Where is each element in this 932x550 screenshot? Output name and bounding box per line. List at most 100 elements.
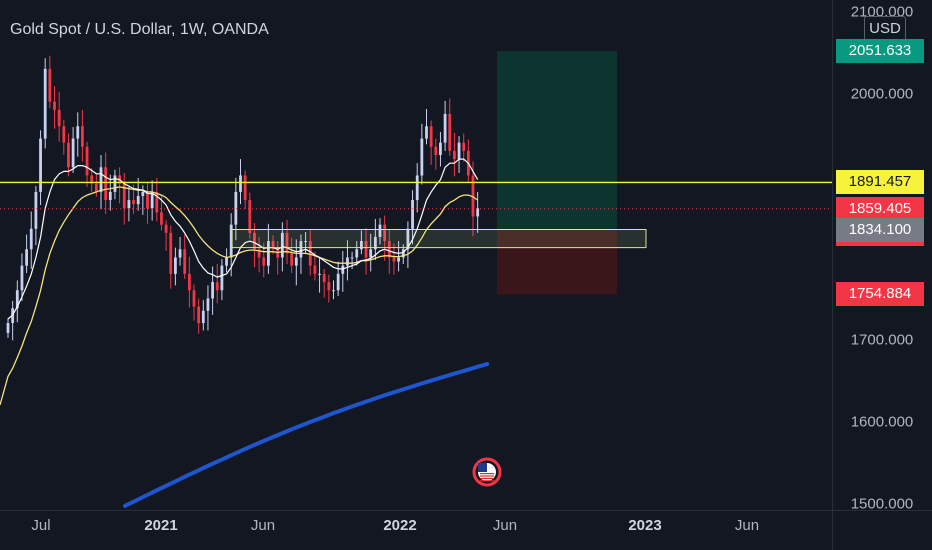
candle-body: [373, 236, 377, 250]
candle-body: [322, 273, 326, 283]
candle-body: [197, 306, 201, 324]
candle-body: [257, 249, 261, 258]
candle-body: [243, 175, 247, 201]
flag-stripe: [480, 473, 494, 475]
candle-body: [248, 200, 252, 233]
candle-body: [48, 68, 52, 102]
candle-body: [53, 101, 56, 110]
candle-body: [29, 228, 33, 250]
candle-body: [85, 146, 89, 176]
support-zone: [231, 229, 647, 249]
candle-body: [267, 241, 270, 266]
candle-body: [234, 191, 238, 225]
candle-body: [169, 232, 173, 274]
position-zones: [497, 51, 617, 295]
price-badge: 1834.100: [836, 217, 924, 242]
price-badge: 1859.405: [836, 196, 924, 221]
candle-body: [43, 68, 47, 139]
candle-body: [299, 241, 303, 258]
candle-body: [206, 298, 210, 311]
candle-body: [104, 167, 108, 201]
candle-body: [397, 257, 400, 262]
time-tick-label: Jul: [31, 517, 50, 534]
candle-body: [211, 282, 214, 299]
candle-body: [364, 241, 368, 258]
candle-body: [239, 175, 242, 192]
time-tick-label: Jun: [735, 517, 759, 534]
candle-body: [136, 195, 140, 205]
price-tick-label: 1600.000: [851, 413, 914, 430]
candle-body: [220, 265, 224, 291]
candle-body: [271, 241, 275, 250]
price-badge: 1754.884: [836, 282, 924, 307]
candle-body: [108, 191, 112, 201]
long-ma-line: [123, 362, 489, 508]
candle-body: [294, 257, 298, 266]
candle-body: [355, 249, 359, 258]
candle-body: [439, 142, 442, 155]
candle-body: [420, 138, 424, 176]
time-tick-label: 2023: [628, 517, 661, 534]
candle-body: [332, 290, 335, 292]
price-tick-label: 1700.000: [851, 331, 914, 348]
candle-body: [57, 109, 61, 127]
candle-body: [443, 113, 447, 143]
candle-body: [471, 175, 475, 217]
moving-averages: [0, 158, 489, 508]
candle-body: [141, 191, 145, 196]
candlesticks: [6, 55, 480, 341]
flag-canton: [478, 463, 487, 472]
candle-body: [174, 257, 177, 274]
candle-body: [308, 241, 312, 266]
candle-body: [341, 265, 345, 274]
candle-body: [285, 232, 289, 254]
candle-body: [192, 290, 196, 307]
candle-body: [62, 126, 66, 143]
price-tick-label: 2000.000: [851, 85, 914, 102]
candle-body: [429, 126, 433, 147]
candle-body: [6, 323, 10, 333]
candle-body: [90, 175, 94, 184]
candle-body: [369, 249, 373, 258]
candle-body: [160, 212, 163, 225]
candle-body: [462, 142, 466, 151]
candle-body: [178, 249, 182, 258]
candle-body: [225, 257, 228, 266]
candle-body: [313, 265, 317, 274]
candle-body: [146, 191, 149, 209]
candle-body: [304, 241, 307, 243]
candle-body: [401, 249, 405, 258]
time-axis[interactable]: Jul 2021 Jun 2022 Jun 2023 Jun: [31, 517, 759, 534]
candle-body: [20, 265, 24, 291]
candle-body: [425, 126, 428, 139]
candle-body: [336, 273, 340, 291]
flag-stripe: [480, 477, 494, 479]
economic-event-marker[interactable]: [472, 457, 502, 487]
candle-body: [346, 257, 349, 266]
candle-body: [34, 191, 38, 229]
candle-body: [76, 126, 80, 139]
candle-body: [127, 200, 131, 209]
candle-body: [81, 126, 84, 147]
candle-body: [253, 232, 256, 250]
candle-body: [122, 183, 126, 209]
candle-body: [360, 241, 363, 250]
candle-body: [392, 257, 396, 262]
currency-button[interactable]: USD: [864, 16, 906, 42]
price-badge: 2051.633: [836, 39, 924, 64]
candle-body: [280, 232, 284, 258]
candle-body: [434, 146, 438, 155]
candle-body: [415, 175, 419, 201]
flag-stripe: [480, 475, 494, 477]
candle-body: [187, 273, 191, 291]
time-tick-label: 2021: [144, 517, 177, 534]
candle-body: [25, 249, 28, 266]
candle-body: [15, 290, 19, 309]
candle-body: [406, 228, 410, 250]
candle-body: [229, 224, 233, 258]
candle-body: [150, 191, 154, 209]
flag-stripe: [480, 480, 494, 482]
